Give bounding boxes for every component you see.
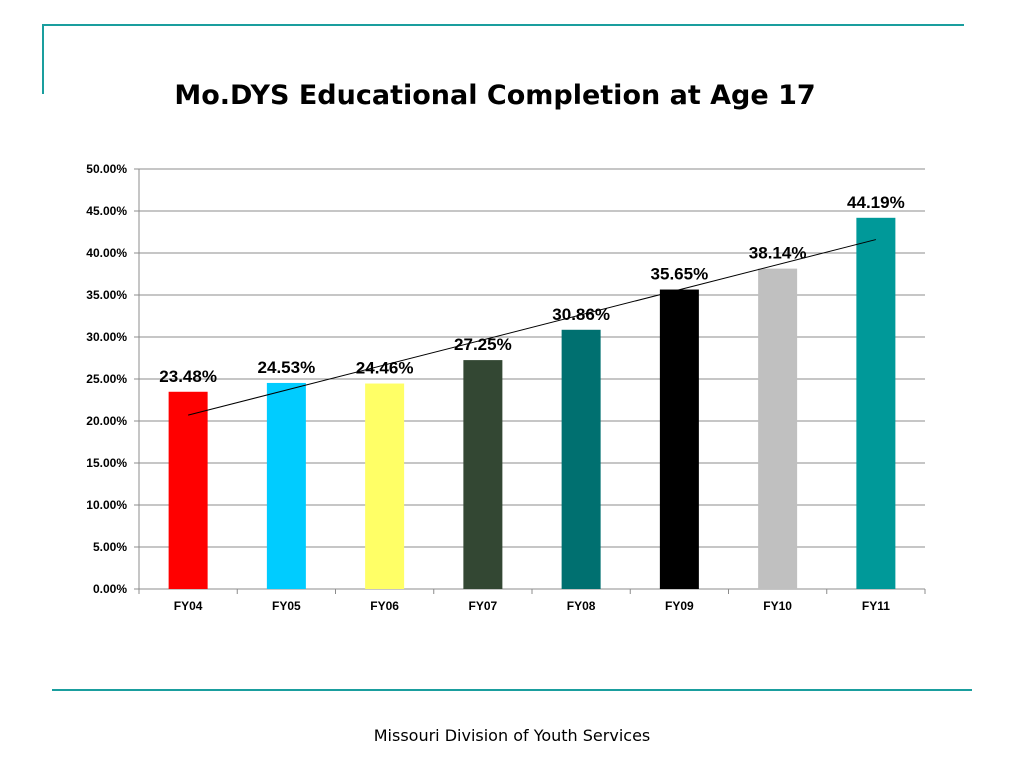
- chart-title: Mo.DYS Educational Completion at Age 17: [174, 80, 816, 111]
- y-tick-label: 45.00%: [86, 204, 127, 218]
- y-tick-label: 30.00%: [86, 330, 127, 344]
- bar-fy11: [856, 217, 896, 589]
- y-tick-label: 40.00%: [86, 246, 127, 260]
- y-tick-label: 25.00%: [86, 372, 127, 386]
- footer-text: Missouri Division of Youth Services: [373, 726, 651, 745]
- data-label: 24.53%: [258, 358, 316, 377]
- x-tick-label: FY09: [665, 599, 694, 613]
- bar-fy04: [168, 391, 208, 589]
- data-label: 24.46%: [356, 359, 414, 378]
- y-tick-label: 20.00%: [86, 414, 127, 428]
- y-tick-label: 50.00%: [86, 162, 127, 176]
- y-tick-label: 35.00%: [86, 288, 127, 302]
- bar-fy08: [561, 329, 601, 589]
- bar-fy07: [463, 360, 503, 589]
- y-tick-label: 5.00%: [93, 540, 127, 554]
- data-label: 38.14%: [749, 244, 807, 263]
- x-tick-label: FY11: [862, 599, 890, 613]
- data-label: 23.48%: [159, 367, 217, 386]
- x-tick-label: FY04: [174, 599, 203, 613]
- x-tick-label: FY06: [370, 599, 399, 613]
- top-accent-rule: [42, 24, 964, 26]
- y-tick-label: 15.00%: [86, 456, 127, 470]
- bar-fy10: [758, 268, 798, 589]
- data-label: 44.19%: [847, 193, 905, 212]
- y-tick-label: 10.00%: [86, 498, 127, 512]
- x-tick-label: FY10: [763, 599, 792, 613]
- x-tick-label: FY08: [567, 599, 596, 613]
- bar-fy06: [365, 383, 405, 589]
- trendline: [188, 239, 876, 416]
- y-tick-label: 0.00%: [93, 582, 127, 596]
- x-tick-label: FY05: [272, 599, 301, 613]
- footer-rule: [52, 689, 972, 691]
- left-accent-rule: [42, 24, 44, 94]
- data-label: 35.65%: [651, 265, 709, 284]
- data-label: 27.25%: [454, 335, 512, 354]
- x-tick-label: FY07: [469, 599, 498, 613]
- data-label: 30.86%: [552, 305, 610, 324]
- bar-fy09: [659, 289, 699, 589]
- bar-fy05: [266, 382, 306, 589]
